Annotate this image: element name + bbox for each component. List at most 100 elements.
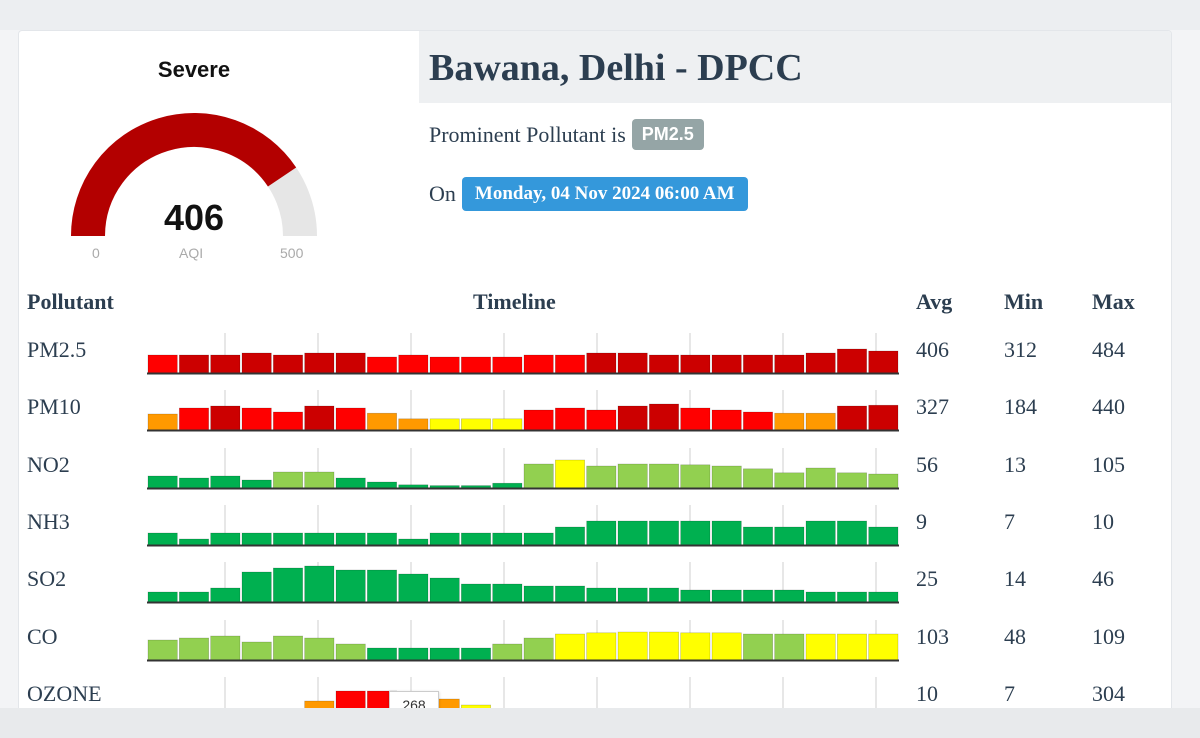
timeline-bar[interactable]	[617, 520, 648, 546]
timeline-bar[interactable]	[555, 459, 585, 488]
timeline-bar[interactable]	[868, 350, 899, 374]
timeline-bar[interactable]	[837, 520, 867, 546]
timeline-bar[interactable]	[273, 471, 303, 488]
timeline-bar[interactable]	[304, 471, 335, 488]
timeline-bar[interactable]	[868, 473, 899, 488]
timeline-bar[interactable]	[555, 585, 585, 603]
timeline-bar[interactable]	[837, 633, 867, 660]
timeline-bar[interactable]	[743, 411, 773, 431]
timeline-bar[interactable]	[555, 526, 585, 546]
timeline-bar[interactable]	[837, 405, 867, 431]
timeline-bar[interactable]	[649, 631, 679, 660]
timeline-bar[interactable]	[241, 352, 272, 374]
timeline-bar[interactable]	[743, 354, 773, 374]
timeline-bar[interactable]	[304, 565, 335, 603]
timeline-bar[interactable]	[523, 354, 554, 374]
timeline-bar[interactable]	[680, 354, 711, 374]
timeline-bar[interactable]	[743, 633, 773, 660]
timeline-bar[interactable]	[461, 583, 491, 603]
timeline-bar[interactable]	[335, 569, 366, 603]
timeline-bar[interactable]	[179, 407, 209, 431]
timeline-bar[interactable]	[367, 647, 397, 660]
timeline-bar[interactable]	[335, 643, 366, 660]
timeline-bar[interactable]	[398, 647, 429, 660]
timeline-bar[interactable]	[680, 464, 711, 488]
timeline-bar[interactable]	[837, 348, 867, 374]
timeline-bar[interactable]	[304, 405, 335, 431]
timeline-bar[interactable]	[147, 413, 178, 431]
timeline-bar[interactable]	[429, 418, 460, 431]
timeline-bar[interactable]	[837, 591, 867, 603]
timeline-bar[interactable]	[492, 532, 523, 546]
timeline-bar[interactable]	[273, 411, 303, 431]
timeline-bar[interactable]	[304, 637, 335, 660]
timeline-bar[interactable]	[367, 481, 397, 488]
timeline-bar[interactable]	[210, 587, 241, 603]
timeline-bar[interactable]	[398, 573, 429, 603]
timeline-bar[interactable]	[367, 413, 397, 431]
timeline-bar[interactable]	[805, 467, 836, 488]
timeline-bar[interactable]	[398, 418, 429, 431]
timeline-bar[interactable]	[461, 532, 491, 546]
timeline-bar[interactable]	[805, 352, 836, 374]
timeline-bar[interactable]	[617, 352, 648, 374]
timeline-bar[interactable]	[179, 354, 209, 374]
timeline-bar[interactable]	[429, 647, 460, 660]
timeline-bar[interactable]	[586, 409, 617, 431]
timeline-bar[interactable]	[586, 631, 617, 660]
timeline-bar[interactable]	[555, 354, 585, 374]
timeline-bar[interactable]	[555, 407, 585, 431]
timeline-bar[interactable]	[774, 472, 805, 488]
timeline-bar[interactable]	[304, 532, 335, 546]
timeline-bar[interactable]	[711, 631, 742, 660]
timeline-bar[interactable]	[523, 409, 554, 431]
timeline-bar[interactable]	[617, 405, 648, 431]
timeline-bar[interactable]	[429, 356, 460, 374]
timeline-bar[interactable]	[805, 413, 836, 431]
timeline-bar[interactable]	[147, 532, 178, 546]
timeline-bar[interactable]	[367, 532, 397, 546]
timeline-bar[interactable]	[304, 352, 335, 374]
timeline-bar[interactable]	[868, 405, 899, 431]
timeline-bar[interactable]	[147, 354, 178, 374]
timeline-bar[interactable]	[805, 591, 836, 603]
timeline-bar[interactable]	[837, 472, 867, 488]
timeline-bar[interactable]	[273, 567, 303, 603]
timeline-bar[interactable]	[586, 465, 617, 488]
timeline-bar[interactable]	[680, 407, 711, 431]
timeline-bar[interactable]	[868, 633, 899, 660]
timeline-bar[interactable]	[492, 356, 523, 374]
timeline-bar[interactable]	[210, 532, 241, 546]
timeline-bar[interactable]	[743, 589, 773, 603]
timeline-bar[interactable]	[210, 354, 241, 374]
timeline-bar[interactable]	[147, 475, 178, 488]
timeline-bar[interactable]	[523, 463, 554, 488]
timeline-bar[interactable]	[680, 520, 711, 546]
timeline-bar[interactable]	[711, 409, 742, 431]
timeline-bar[interactable]	[711, 520, 742, 546]
timeline-bar[interactable]	[617, 587, 648, 603]
timeline-bar[interactable]	[711, 589, 742, 603]
timeline-bar[interactable]	[649, 403, 679, 431]
timeline-bar[interactable]	[210, 635, 241, 660]
timeline-bar[interactable]	[617, 631, 648, 660]
timeline-bar[interactable]	[461, 356, 491, 374]
timeline-bar[interactable]	[241, 641, 272, 660]
timeline-bar[interactable]	[649, 463, 679, 488]
timeline-bar[interactable]	[492, 482, 523, 488]
timeline-bar[interactable]	[711, 354, 742, 374]
timeline-bar[interactable]	[805, 520, 836, 546]
timeline-bar[interactable]	[398, 354, 429, 374]
timeline-bar[interactable]	[367, 569, 397, 603]
timeline-bar[interactable]	[210, 475, 241, 488]
timeline-bar[interactable]	[461, 418, 491, 431]
timeline-bar[interactable]	[586, 520, 617, 546]
timeline-bar[interactable]	[743, 526, 773, 546]
timeline-bar[interactable]	[555, 633, 585, 660]
timeline-bar[interactable]	[492, 583, 523, 603]
timeline-bar[interactable]	[868, 591, 899, 603]
timeline-bar[interactable]	[335, 407, 366, 431]
timeline-bar[interactable]	[711, 465, 742, 488]
timeline-bar[interactable]	[523, 585, 554, 603]
timeline-bar[interactable]	[335, 532, 366, 546]
